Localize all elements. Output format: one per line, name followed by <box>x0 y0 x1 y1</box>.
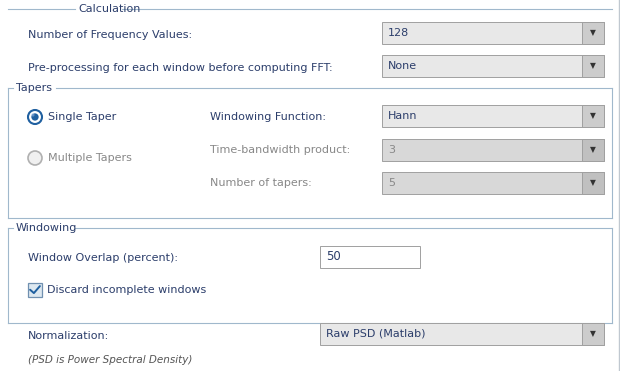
Text: (PSD is Power Spectral Density): (PSD is Power Spectral Density) <box>28 355 192 365</box>
Bar <box>28 283 42 297</box>
Bar <box>382 139 604 161</box>
Text: Normalization:: Normalization: <box>28 331 109 341</box>
Text: Single Taper: Single Taper <box>48 112 117 122</box>
Bar <box>382 55 604 77</box>
Text: 50: 50 <box>326 250 341 263</box>
Text: 5: 5 <box>388 178 395 188</box>
Circle shape <box>28 110 42 124</box>
Bar <box>320 323 604 345</box>
Text: ▼: ▼ <box>590 145 596 154</box>
Bar <box>382 172 604 194</box>
Text: ▼: ▼ <box>590 329 596 338</box>
Text: Tapers: Tapers <box>16 83 52 93</box>
Circle shape <box>32 114 38 121</box>
Text: Pre-processing for each window before computing FFT:: Pre-processing for each window before co… <box>28 63 332 73</box>
Text: Number of tapers:: Number of tapers: <box>210 178 312 188</box>
Circle shape <box>28 151 42 165</box>
Text: 3: 3 <box>388 145 395 155</box>
Text: Windowing Function:: Windowing Function: <box>210 112 326 122</box>
Text: Hann: Hann <box>388 111 417 121</box>
Text: Multiple Tapers: Multiple Tapers <box>48 153 132 163</box>
Text: Windowing: Windowing <box>16 223 78 233</box>
Bar <box>582 22 604 44</box>
Bar <box>382 105 604 127</box>
Bar <box>320 246 420 268</box>
Text: None: None <box>388 61 417 71</box>
Text: Calculation: Calculation <box>78 4 140 14</box>
Text: ▼: ▼ <box>590 62 596 70</box>
Text: Window Overlap (percent):: Window Overlap (percent): <box>28 253 178 263</box>
Text: ▼: ▼ <box>590 29 596 37</box>
Circle shape <box>32 114 35 116</box>
Text: Discard incomplete windows: Discard incomplete windows <box>47 285 206 295</box>
Bar <box>582 323 604 345</box>
Bar <box>582 172 604 194</box>
Text: ▼: ▼ <box>590 178 596 187</box>
Text: 128: 128 <box>388 28 409 38</box>
Text: Raw PSD (Matlab): Raw PSD (Matlab) <box>326 329 425 339</box>
Bar <box>582 55 604 77</box>
Text: Number of Frequency Values:: Number of Frequency Values: <box>28 30 192 40</box>
Bar <box>582 105 604 127</box>
Text: Time-bandwidth product:: Time-bandwidth product: <box>210 145 350 155</box>
Bar <box>582 139 604 161</box>
Text: ▼: ▼ <box>590 112 596 121</box>
Bar <box>382 22 604 44</box>
